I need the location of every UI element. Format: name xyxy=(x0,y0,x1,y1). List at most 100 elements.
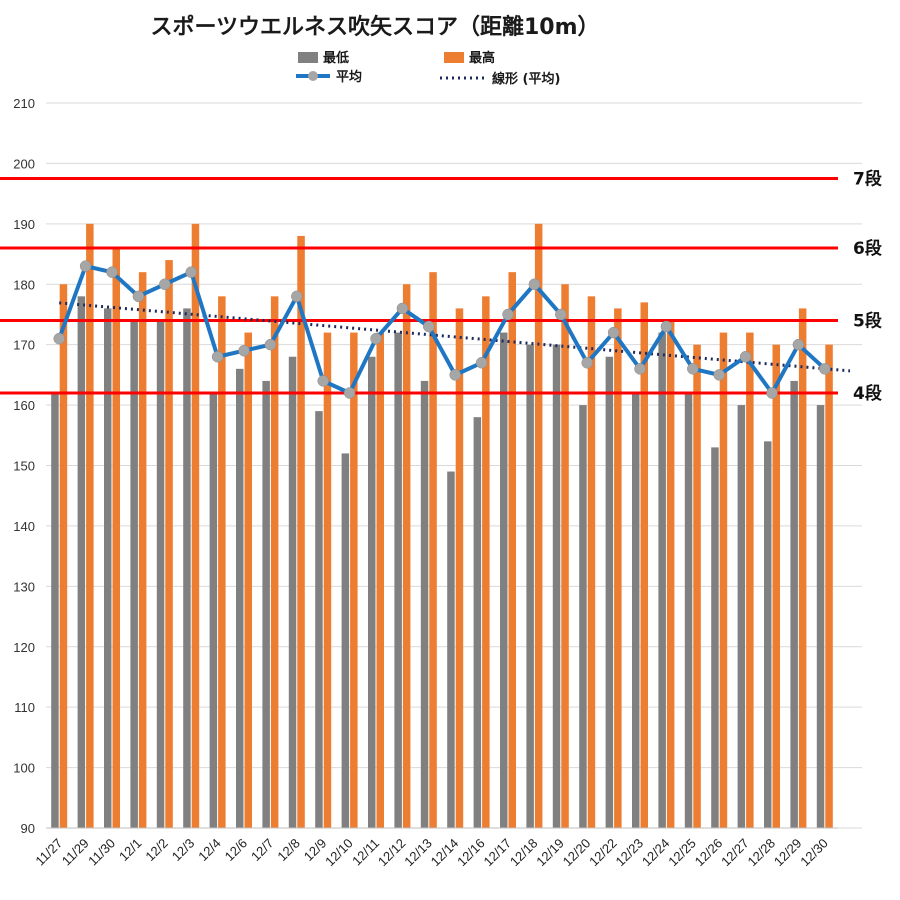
average-point xyxy=(739,351,752,363)
y-tick-label: 120 xyxy=(13,640,35,655)
bar-min xyxy=(447,471,455,828)
bars xyxy=(51,223,833,829)
bar-max xyxy=(772,344,780,828)
x-tick-label: 12/11 xyxy=(349,836,382,869)
bar-min xyxy=(315,411,323,828)
average-point xyxy=(317,375,329,387)
average-point xyxy=(370,332,382,345)
y-tick-label: 170 xyxy=(13,338,35,353)
bar-max xyxy=(693,344,701,828)
bar-max xyxy=(746,332,754,828)
average-point xyxy=(238,344,250,357)
bar-max xyxy=(719,332,728,828)
average-point xyxy=(555,308,567,321)
bar-min xyxy=(658,332,666,828)
bar-max xyxy=(350,332,358,828)
bar-max xyxy=(244,332,252,828)
average-point xyxy=(343,387,356,399)
bar-min xyxy=(632,393,640,828)
reference-label: 5段 xyxy=(853,311,882,332)
average-point xyxy=(264,338,277,351)
bar-max xyxy=(798,308,807,829)
bar-max xyxy=(587,296,596,828)
average-point xyxy=(766,387,778,399)
legend-swatch-min xyxy=(298,52,318,63)
x-tick-label: 12/7 xyxy=(248,836,277,865)
bar-max xyxy=(191,223,200,829)
average-point xyxy=(396,302,409,315)
x-tick-label: 12/18 xyxy=(507,836,541,870)
y-tick-label: 150 xyxy=(13,459,35,474)
bar-min xyxy=(262,380,270,828)
legend-label-average: 平均 xyxy=(336,69,362,85)
bar-min xyxy=(394,332,402,828)
bar-min xyxy=(209,393,218,828)
bar-min xyxy=(737,405,746,828)
x-tick-label: 11/29 xyxy=(59,836,92,869)
y-tick-label: 160 xyxy=(13,398,35,413)
x-tick-label: 12/13 xyxy=(401,836,435,870)
bar-max xyxy=(402,284,411,828)
average-point xyxy=(211,351,224,363)
y-tick-label: 190 xyxy=(13,217,35,232)
bar-max xyxy=(59,284,68,828)
bar-min xyxy=(552,344,561,828)
bar-min xyxy=(183,308,191,829)
average-point xyxy=(502,308,514,321)
legend-label-trend: 線形 (平均) xyxy=(492,71,560,87)
bar-max xyxy=(825,344,833,828)
bar-max xyxy=(482,296,490,828)
bar-max xyxy=(561,284,569,828)
average-point xyxy=(423,320,435,333)
x-tick-label: 12/3 xyxy=(169,836,198,865)
bar-min xyxy=(288,356,297,828)
bar-max xyxy=(138,272,147,829)
x-tick-label: 12/24 xyxy=(639,836,673,870)
x-tick-label: 12/20 xyxy=(560,836,594,870)
bar-min xyxy=(579,405,587,828)
trendline-path xyxy=(59,301,851,373)
bar-min xyxy=(368,356,376,828)
average-point xyxy=(53,332,65,345)
x-tick-label: 12/25 xyxy=(665,836,699,870)
reference-label: 7段 xyxy=(853,169,882,190)
bar-max xyxy=(376,332,384,828)
bar-max xyxy=(270,296,279,828)
average-point xyxy=(79,260,92,272)
bar-max xyxy=(112,248,120,828)
bar-min xyxy=(816,405,825,828)
bar-min xyxy=(605,356,614,828)
x-tick-label: 11/30 xyxy=(85,836,118,869)
bar-min xyxy=(130,320,138,828)
average-point xyxy=(528,278,541,290)
x-tick-label: 11/27 xyxy=(32,836,65,869)
average-point xyxy=(660,320,673,333)
bar-max xyxy=(429,272,437,829)
x-tick-label: 12/2 xyxy=(142,836,171,865)
average-point xyxy=(713,369,725,381)
x-tick-label: 12/12 xyxy=(375,836,409,870)
average-point xyxy=(634,363,646,375)
y-tick-label: 140 xyxy=(13,519,35,534)
bar-min xyxy=(156,320,165,828)
x-tick-label: 12/6 xyxy=(222,836,251,865)
average-point xyxy=(132,290,145,303)
average-point xyxy=(792,338,805,351)
bar-min xyxy=(341,453,350,828)
bar-min xyxy=(684,393,693,828)
y-tick-label: 100 xyxy=(13,761,35,776)
legend-label-max: 最高 xyxy=(469,50,495,66)
reference-label: 6段 xyxy=(853,238,882,259)
bar-min xyxy=(104,308,112,829)
average-point xyxy=(687,363,699,375)
x-tick-label: 12/1 xyxy=(116,836,145,865)
x-tick-label: 12/22 xyxy=(586,836,620,870)
y-tick-label: 210 xyxy=(13,96,35,111)
bar-max xyxy=(640,302,648,828)
bar-min xyxy=(77,296,86,828)
bar-min xyxy=(500,332,508,828)
bar-max xyxy=(666,320,675,828)
x-tick-label: 12/30 xyxy=(797,836,831,870)
legend: 最低 最高 平均 線形 (平均) xyxy=(296,50,560,87)
